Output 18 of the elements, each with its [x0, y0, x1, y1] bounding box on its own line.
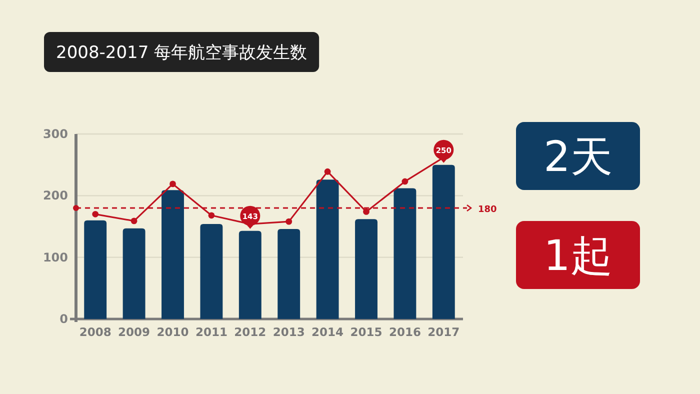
- x-tick-label: 2009: [118, 325, 150, 339]
- x-tick-label: 2008: [79, 325, 112, 339]
- x-tick-label: 2011: [195, 325, 228, 339]
- x-tick-label: 2012: [234, 325, 266, 339]
- ref-line-label: 180: [478, 205, 497, 215]
- chart-title: 2008-2017 每年航空事故发生数: [56, 43, 308, 63]
- x-tick-label: 2010: [156, 325, 189, 339]
- x-tick-label: 2015: [350, 325, 382, 339]
- x-tick-label: 2014: [312, 325, 344, 339]
- text: 2天: [544, 132, 612, 181]
- x-tick-label: 2016: [388, 325, 421, 339]
- text: 1起: [544, 231, 612, 280]
- y-tick-label: 0: [60, 312, 68, 326]
- x-tick-label: 2013: [272, 325, 305, 339]
- y-tick-label: 300: [42, 127, 68, 141]
- x-tick-label: 2017: [428, 325, 460, 339]
- y-tick-label: 200: [42, 188, 68, 203]
- y-tick-label: 100: [42, 250, 68, 264]
